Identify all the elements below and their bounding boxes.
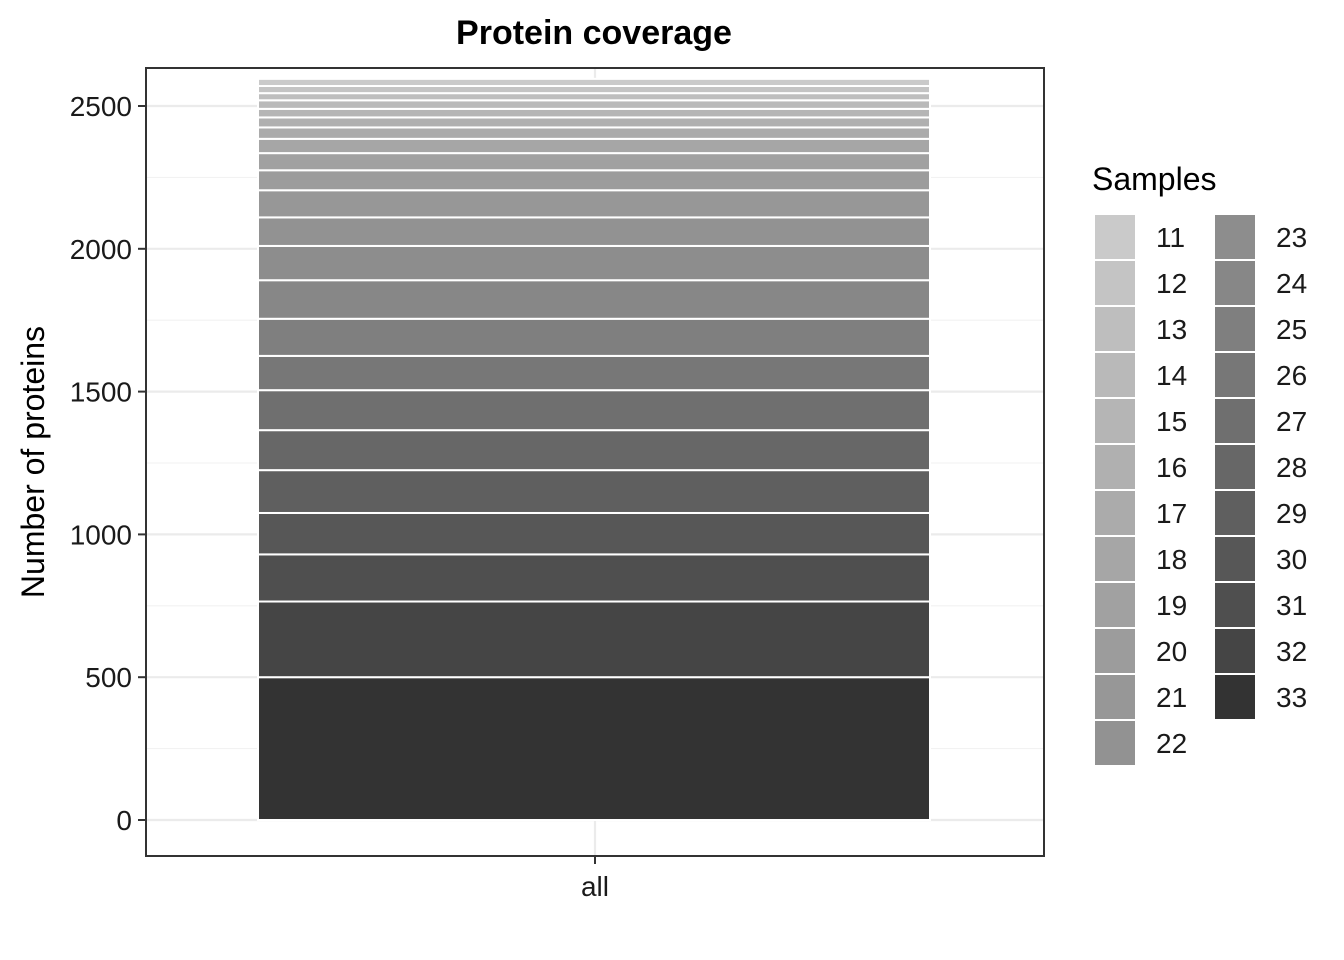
bar-segment-20 <box>257 169 931 192</box>
bar-segment-31 <box>257 553 931 603</box>
legend-label-33: 33 <box>1276 682 1307 713</box>
bar-segment-30 <box>257 511 931 556</box>
legend-key-23 <box>1213 213 1257 261</box>
legend-key-16 <box>1093 443 1137 491</box>
legend-label-24: 24 <box>1276 268 1307 299</box>
legend-key-12 <box>1093 259 1137 307</box>
legend-key-28 <box>1213 443 1257 491</box>
legend-label-23: 23 <box>1276 222 1307 253</box>
legend-key-19 <box>1093 581 1137 629</box>
legend-key-33 <box>1213 673 1257 721</box>
legend-title: Samples <box>1092 161 1217 197</box>
bar-segment-13 <box>257 92 931 102</box>
bar-segment-28 <box>257 429 931 472</box>
legend-label-12: 12 <box>1156 268 1187 299</box>
legend-key-17 <box>1093 489 1137 537</box>
y-tick-label: 2000 <box>70 234 132 265</box>
legend-key-31 <box>1213 581 1257 629</box>
bar-segment-14 <box>257 99 931 110</box>
legend-key-32 <box>1213 627 1257 675</box>
legend-key-18 <box>1093 535 1137 583</box>
legend-label-29: 29 <box>1276 498 1307 529</box>
legend-key-11 <box>1093 213 1137 261</box>
y-tick-label: 1500 <box>70 377 132 408</box>
y-axis-title: Number of proteins <box>15 326 51 598</box>
legend: Samples 11 12 13 14 15 16 17 18 19 20 21 22 23 24 25 26… <box>1092 161 1307 767</box>
legend-label-17: 17 <box>1156 498 1187 529</box>
y-tick-label: 0 <box>116 805 132 836</box>
legend-key-13 <box>1093 305 1137 353</box>
bar-segment-26 <box>257 354 931 392</box>
bar-segment-12 <box>257 85 931 95</box>
legend-key-30 <box>1213 535 1257 583</box>
bar-segment-22 <box>257 216 931 247</box>
legend-key-22 <box>1093 719 1137 767</box>
legend-key-20 <box>1093 627 1137 675</box>
legend-label-30: 30 <box>1276 544 1307 575</box>
legend-key-15 <box>1093 397 1137 445</box>
legend-key-14 <box>1093 351 1137 399</box>
legend-label-16: 16 <box>1156 452 1187 483</box>
bar-segment-17 <box>257 126 931 140</box>
legend-key-24 <box>1213 259 1257 307</box>
legend-label-15: 15 <box>1156 406 1187 437</box>
legend-label-25: 25 <box>1276 314 1307 345</box>
legend-key-25 <box>1213 305 1257 353</box>
bar-segment-29 <box>257 469 931 514</box>
legend-label-13: 13 <box>1156 314 1187 345</box>
legend-key-26 <box>1213 351 1257 399</box>
legend-key-29 <box>1213 489 1257 537</box>
bar-segment-18 <box>257 137 931 155</box>
stacked-bar <box>257 77 931 822</box>
axes: 0 500 1000 1500 2000 2500 all <box>70 91 609 902</box>
bar-segment-25 <box>257 317 931 357</box>
bar-segment-16 <box>257 116 931 129</box>
chart-title: Protein coverage <box>456 14 732 52</box>
bar-segment-11 <box>257 77 931 88</box>
legend-label-28: 28 <box>1276 452 1307 483</box>
legend-key-27 <box>1213 397 1257 445</box>
bar-segment-33 <box>257 676 931 822</box>
x-tick-label: all <box>581 871 609 902</box>
y-tick-label: 1000 <box>70 519 132 550</box>
bar-segment-24 <box>257 279 931 320</box>
legend-label-31: 31 <box>1276 590 1307 621</box>
legend-label-27: 27 <box>1276 406 1307 437</box>
legend-key-21 <box>1093 673 1137 721</box>
legend-label-22: 22 <box>1156 728 1187 759</box>
bar-segment-19 <box>257 152 931 172</box>
bar-segment-27 <box>257 389 931 432</box>
legend-label-21: 21 <box>1156 682 1187 713</box>
y-tick-label: 500 <box>85 662 132 693</box>
legend-label-14: 14 <box>1156 360 1187 391</box>
bar-segment-32 <box>257 600 931 679</box>
legend-label-26: 26 <box>1276 360 1307 391</box>
bar-segment-15 <box>257 107 931 119</box>
legend-label-32: 32 <box>1276 636 1307 667</box>
bar-segment-21 <box>257 189 931 219</box>
bar-segment-23 <box>257 244 931 282</box>
legend-label-19: 19 <box>1156 590 1187 621</box>
legend-label-20: 20 <box>1156 636 1187 667</box>
y-tick-label: 2500 <box>70 91 132 122</box>
legend-label-11: 11 <box>1156 222 1185 253</box>
legend-label-18: 18 <box>1156 544 1187 575</box>
